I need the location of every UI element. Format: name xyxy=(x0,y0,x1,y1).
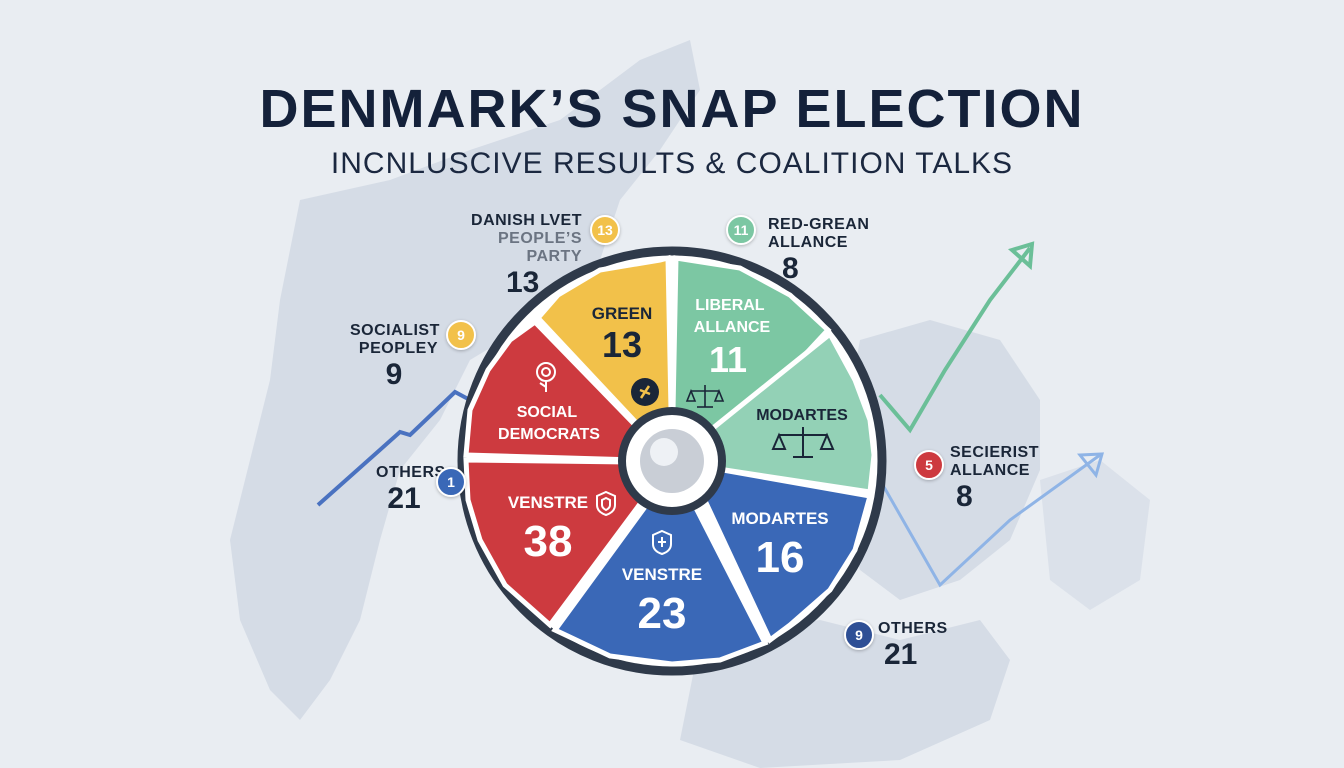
page-subtitle: INCNLUSCIVE RESULTS & COALITION TALKS xyxy=(330,147,1014,180)
rose-icon xyxy=(536,362,556,392)
slice-label-social-democrats: SOCIAL DEMOCRATS xyxy=(498,404,600,443)
slice-value-venstre-red: 38 xyxy=(524,517,573,566)
slice-venstre-blue xyxy=(551,455,769,667)
slice-label-liberal-line1: LIBERAL xyxy=(695,297,765,314)
badge-red-grean-allance: 11 xyxy=(726,215,756,245)
callout-secierist-allance: SECIERIST ALLANCE 8 xyxy=(950,444,1039,514)
callout-seats: 9 xyxy=(385,358,403,391)
scales-icon xyxy=(771,427,835,458)
badge-secierist-allance: 5 xyxy=(914,450,944,480)
trend-arrowhead-blue xyxy=(1076,452,1105,479)
callout-name-line2: PEOPLE’S PARTY xyxy=(497,230,582,265)
callout-name-line1: DANISH LVET xyxy=(471,212,582,229)
callout-seats: 8 xyxy=(956,480,973,513)
callout-name-line1: SECIERIST xyxy=(950,444,1039,461)
slice-social-democrats xyxy=(463,318,679,464)
slice-value-liberal-allance: 11 xyxy=(709,339,747,380)
shield-icon xyxy=(652,529,672,556)
slice-label-social-line2: DEMOCRATS xyxy=(498,426,600,443)
slice-green xyxy=(534,254,675,468)
callout-seats: 13 xyxy=(506,266,540,299)
callout-others-right: OTHERS 21 xyxy=(878,620,948,672)
badge-socialist-peopley: 9 xyxy=(446,320,476,350)
slice-label-liberal-line2: ALLANCE xyxy=(694,319,771,336)
callout-name-line2: ALLANCE xyxy=(950,462,1030,479)
callout-name-line2: ALLANCE xyxy=(768,234,848,251)
page-title: DENMARK’S SNAP ELECTION xyxy=(259,79,1085,139)
map-landmass-jutland xyxy=(230,40,700,720)
trend-line-green xyxy=(878,246,1032,434)
slice-label-liberal-allance: LIBERAL ALLANCE xyxy=(694,297,771,336)
slice-label-modartes-mint: MODARTES xyxy=(756,407,848,424)
slice-value-venstre-blue: 23 xyxy=(638,589,687,638)
slice-label-venstre-blue: VENSTRE xyxy=(622,565,702,584)
slice-modartes-blue xyxy=(664,457,874,644)
callout-red-grean-allance: RED-GREAN ALLANCE 8 xyxy=(768,216,869,286)
callout-others-left: OTHERS 21 xyxy=(376,464,446,516)
trend-arrowhead-green xyxy=(1007,241,1035,271)
callout-name-line2: PEOPLEY xyxy=(358,340,438,357)
callout-name-line1: SOCIALIST xyxy=(350,322,440,339)
callout-name: OTHERS xyxy=(376,464,446,481)
pie-hub-highlight xyxy=(650,438,678,466)
slice-label-modartes-blue: MODARTES xyxy=(731,509,828,528)
callout-seats: 21 xyxy=(884,638,918,671)
slice-label-social-line1: SOCIAL xyxy=(517,404,578,421)
callout-seats: 21 xyxy=(387,482,421,515)
callout-danish-peoples-party: DANISH LVET PEOPLE’S PARTY 13 xyxy=(462,212,582,300)
slice-label-venstre-red: VENSTRE xyxy=(508,493,588,512)
trend-line-left xyxy=(316,389,471,507)
slice-value-green: 13 xyxy=(602,324,642,365)
slice-venstre-red xyxy=(463,457,678,629)
badge-danish-peoples-party: 13 xyxy=(590,215,620,245)
trend-line-blue xyxy=(878,453,1101,588)
badge-others-right: 9 xyxy=(844,620,874,650)
callout-name-line1: RED-GREAN xyxy=(768,216,870,233)
callout-seats: 8 xyxy=(782,252,799,285)
callout-socialist-peopley: SOCIALIST PEOPLEY 9 xyxy=(350,322,440,392)
shield-icon xyxy=(596,490,616,517)
map-landmass-east xyxy=(1040,460,1150,610)
slice-label-green: GREEN xyxy=(592,304,652,323)
map-landmass-south xyxy=(680,620,1010,768)
scales-icon xyxy=(685,385,725,408)
slice-value-modartes-blue: 16 xyxy=(756,533,805,582)
callout-name: OTHERS xyxy=(878,620,948,637)
map-pin-icon xyxy=(631,378,659,406)
badge-others-left: 1 xyxy=(436,467,466,497)
